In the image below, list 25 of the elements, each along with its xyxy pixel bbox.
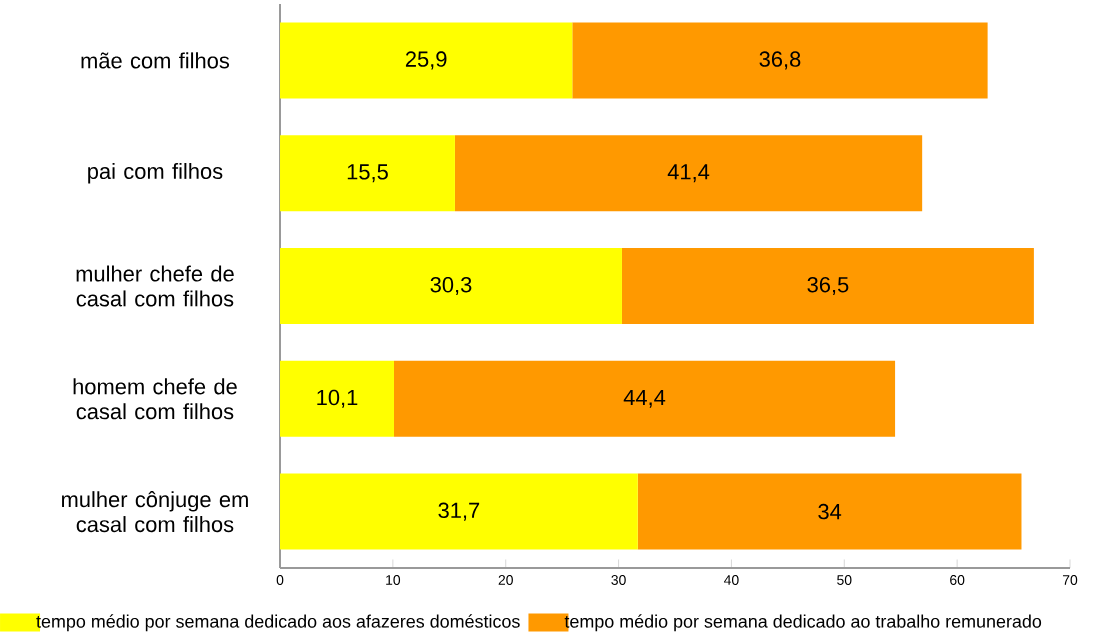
data-label: 25,9 xyxy=(405,51,447,70)
bar xyxy=(393,360,896,437)
y-tick-label: mulher chefe de casal com filhos xyxy=(76,265,234,307)
y-tick-label: pai com filhos xyxy=(88,163,223,184)
data-label: 15,5 xyxy=(347,164,388,183)
bar xyxy=(454,135,923,212)
bar xyxy=(280,473,638,550)
bar xyxy=(280,135,455,212)
data-label: 34 xyxy=(818,503,842,520)
data-label: 31,7 xyxy=(438,502,480,521)
data-label: 41,4 xyxy=(667,164,710,183)
y-tick-label: mulher cônjuge em casal com filhos xyxy=(62,491,248,533)
bar xyxy=(280,22,573,99)
y-tick-label: mãe com filhos xyxy=(81,52,230,69)
bar xyxy=(280,360,394,437)
bar xyxy=(572,22,988,99)
data-label: 36,5 xyxy=(807,276,849,296)
bar xyxy=(637,473,1022,550)
data-label: 36,8 xyxy=(759,51,801,70)
data-label: 30,3 xyxy=(430,276,472,296)
data-label: 10,1 xyxy=(317,389,358,408)
bar xyxy=(621,248,1034,324)
bar xyxy=(280,248,622,324)
y-tick-label: homem chefe de casal com filhos xyxy=(73,378,237,420)
data-label: 44,4 xyxy=(623,389,666,408)
